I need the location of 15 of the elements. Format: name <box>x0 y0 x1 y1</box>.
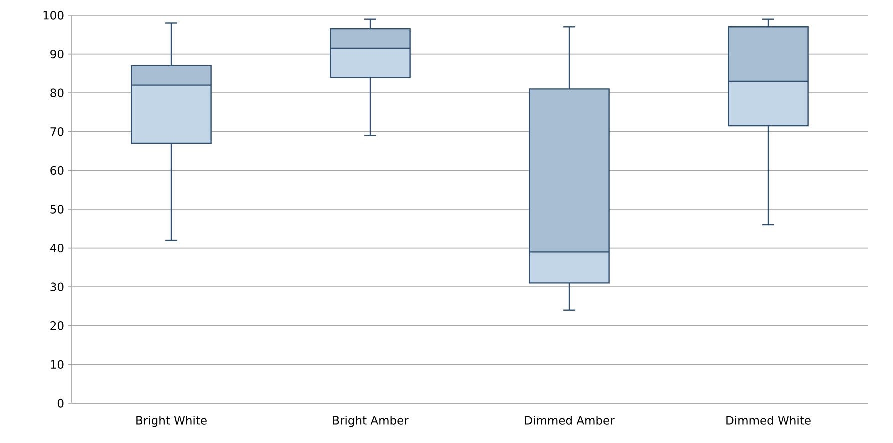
y-tick-label: 30 <box>50 282 64 292</box>
y-tick-label: 90 <box>50 50 64 59</box>
y-tick-label: 70 <box>50 128 64 136</box>
y-tick-label: 50 <box>50 205 64 214</box>
x-tick-label: Dimmed White <box>726 416 811 425</box>
y-tick-label: 40 <box>50 244 64 253</box>
y-tick-label: 80 <box>50 88 64 98</box>
x-tick-label: Bright White <box>136 416 207 428</box>
y-tick-label: 20 <box>50 322 64 330</box>
x-tick-label: Bright Amber <box>333 416 409 428</box>
y-tick-label: 10 <box>51 360 64 370</box>
y-tick-label: 0 <box>58 399 64 408</box>
y-tick-label: 100 <box>44 11 64 20</box>
y-tick-label: 60 <box>50 166 64 176</box>
x-tick-label: Dimmed Amber <box>525 416 615 425</box>
